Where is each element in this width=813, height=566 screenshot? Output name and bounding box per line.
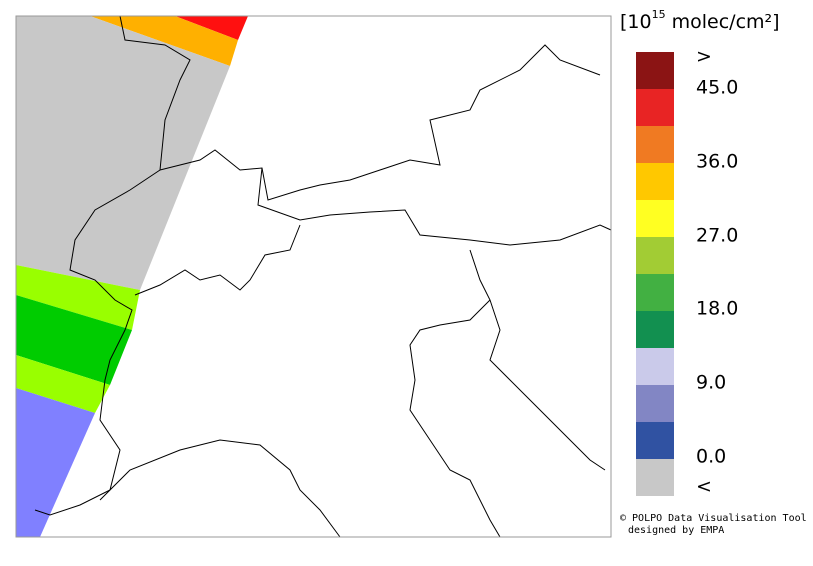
swath [16,16,230,290]
map-frame [15,15,612,538]
swath [16,265,140,330]
swath [175,16,248,40]
coast [99,439,341,538]
coast [489,299,606,471]
colorbar-segment [636,52,674,89]
swath [90,16,238,66]
colorbar-segment [636,459,674,496]
colorbar-label: > [696,46,712,68]
colorbar-segment [636,89,674,126]
colorbar-label: 45.0 [696,77,738,99]
colorbar-label: 18.0 [696,298,738,320]
colorbar-segment [636,274,674,311]
colorbar-segment [636,126,674,163]
swath [16,355,110,413]
credit-line: designed by EMPA [628,525,724,536]
colorbar-segment [636,237,674,274]
border [34,15,191,516]
colorbar-segment [636,422,674,459]
colorbar-label: 9.0 [696,372,726,394]
colorbar-segment [636,385,674,422]
map [15,15,612,538]
colorbar-label: 27.0 [696,225,738,247]
colorbar-segment [636,348,674,385]
border [159,44,601,201]
legend-unit: [1015 molec/cm²] [620,8,780,33]
border [257,167,612,246]
swath [16,295,132,385]
colorbar-segment [636,163,674,200]
border [134,224,301,296]
coast [409,249,501,538]
colorbar-label: 0.0 [696,446,726,468]
unit-exponent: 15 [652,8,666,21]
unit-prefix: [10 [620,11,652,33]
unit-suffix: molec/cm²] [666,11,780,33]
credit-line: © POLPO Data Visualisation Tool [620,513,807,524]
swath [16,388,95,537]
colorbar-segment [636,311,674,348]
colorbar-segment [636,200,674,237]
colorbar-label: < [696,476,712,498]
colorbar-label: 36.0 [696,151,738,173]
